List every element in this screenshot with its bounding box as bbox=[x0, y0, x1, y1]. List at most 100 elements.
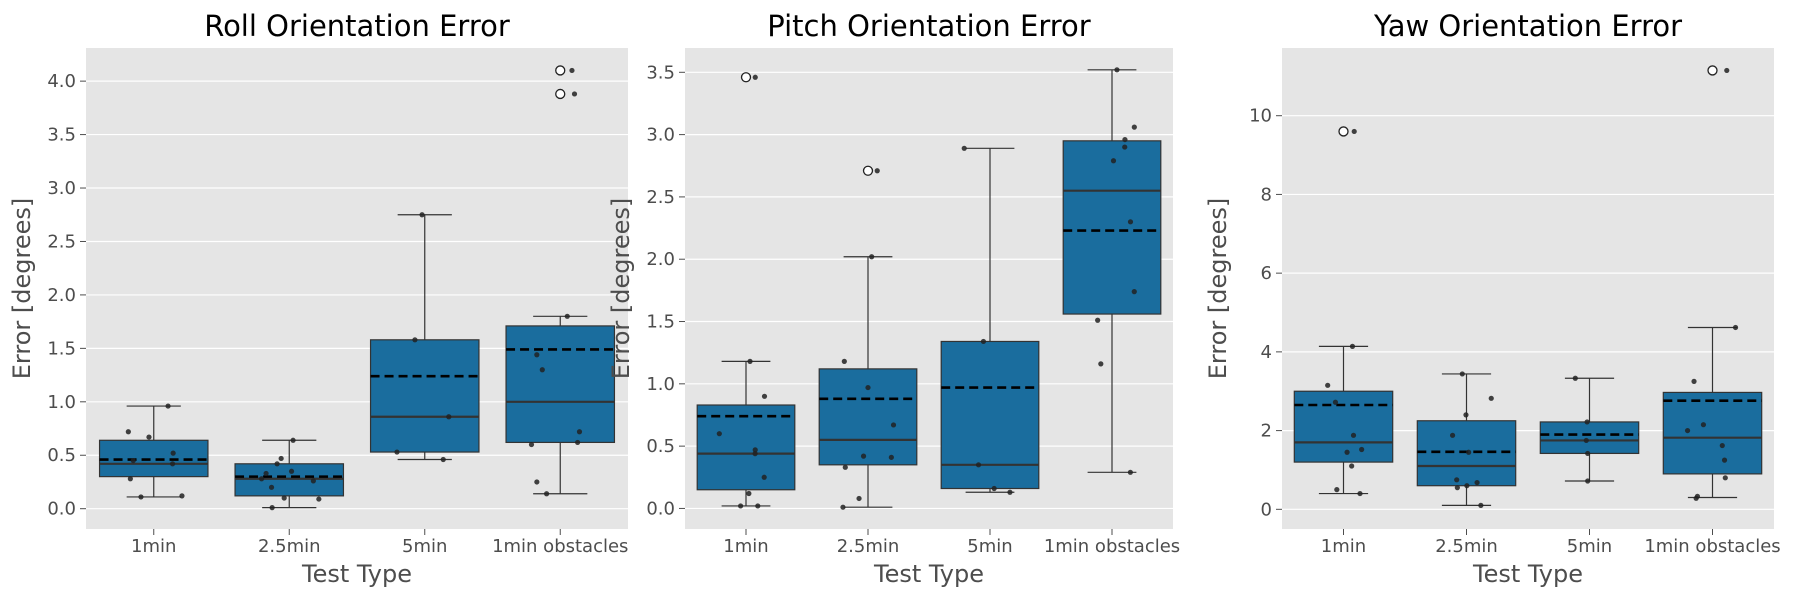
data-point bbox=[752, 447, 758, 453]
data-point bbox=[274, 461, 280, 467]
data-point bbox=[888, 454, 894, 460]
data-point bbox=[1131, 124, 1137, 130]
data-point bbox=[278, 455, 284, 462]
data-point bbox=[1122, 144, 1128, 150]
chart-panel-3: 0 2 4 6 8 10 1min 2.5min 5min 1min obstacles Yaw O… bbox=[1204, 9, 1781, 588]
box-1 bbox=[696, 72, 796, 509]
data-point bbox=[1721, 457, 1728, 463]
box-4 bbox=[1662, 65, 1763, 501]
y-axis-label: Error [degrees] bbox=[1204, 198, 1232, 379]
data-point bbox=[842, 464, 848, 470]
data-point bbox=[534, 479, 540, 485]
data-point bbox=[747, 358, 753, 364]
y-tick-label: 10 bbox=[1249, 106, 1272, 127]
data-point bbox=[874, 168, 880, 174]
data-point bbox=[269, 505, 275, 511]
x-axis-label: Test Type bbox=[873, 560, 984, 588]
data-point bbox=[576, 429, 583, 435]
data-point bbox=[1351, 128, 1357, 135]
data-point bbox=[263, 470, 269, 477]
x-axis-label: Test Type bbox=[1472, 560, 1583, 588]
data-point bbox=[761, 393, 768, 399]
chart-panel-1: 0.0 0.5 1.0 1.5 2.0 2.5 3.0 3.5 4.0 1min 2.5min 5mi… bbox=[8, 9, 628, 588]
data-point bbox=[288, 468, 295, 474]
box-3 bbox=[369, 212, 480, 463]
box-1 bbox=[1293, 126, 1394, 497]
box-body bbox=[1062, 140, 1162, 315]
data-point bbox=[281, 495, 287, 501]
box-4 bbox=[1062, 67, 1162, 475]
data-point bbox=[1700, 422, 1707, 428]
chart-panel-2: 0.0 0.5 1.0 1.5 2.0 2.5 3.0 3.5 1min 2.5min 5min 1m… bbox=[607, 9, 1180, 588]
x-tick-label: 1min obstacles bbox=[1044, 536, 1180, 557]
y-tick-label: 3.0 bbox=[646, 125, 675, 146]
x-tick-label: 2.5min bbox=[837, 536, 900, 557]
data-point bbox=[1459, 371, 1465, 377]
box-3 bbox=[940, 145, 1040, 495]
data-point bbox=[1449, 432, 1456, 438]
data-point bbox=[125, 429, 131, 435]
data-point bbox=[440, 456, 446, 463]
data-point bbox=[528, 441, 535, 448]
y-tick-label: 2.0 bbox=[47, 285, 76, 306]
data-point bbox=[1325, 382, 1331, 388]
data-point bbox=[316, 496, 322, 502]
data-point bbox=[564, 313, 570, 319]
x-tick-label: 1min obstacles bbox=[1644, 536, 1780, 557]
data-point bbox=[534, 352, 540, 358]
data-point bbox=[1127, 469, 1133, 475]
box-1 bbox=[98, 403, 209, 500]
data-point bbox=[869, 254, 875, 260]
x-tick-label: 5min bbox=[967, 536, 1012, 557]
data-point bbox=[310, 478, 316, 484]
y-tick-label: 0.0 bbox=[47, 499, 76, 520]
data-point bbox=[1359, 446, 1365, 453]
chart-title: Pitch Orientation Error bbox=[767, 9, 1091, 43]
x-tick-label: 1min obstacles bbox=[492, 536, 628, 557]
y-tick-label: 1.0 bbox=[646, 374, 675, 395]
data-point bbox=[1344, 449, 1350, 455]
outlier-marker bbox=[862, 165, 874, 176]
data-point bbox=[1724, 67, 1730, 74]
x-axis-label: Test Type bbox=[301, 560, 412, 588]
y-tick-label: 1.5 bbox=[646, 312, 675, 333]
data-point bbox=[865, 384, 871, 391]
data-point bbox=[571, 91, 578, 97]
data-point bbox=[761, 474, 767, 480]
data-point bbox=[1585, 478, 1591, 484]
data-point bbox=[1114, 67, 1120, 73]
data-point bbox=[169, 461, 176, 467]
y-tick-label: 4 bbox=[1261, 342, 1272, 363]
outlier-marker bbox=[555, 88, 566, 100]
data-point bbox=[975, 462, 982, 468]
data-point bbox=[539, 367, 545, 373]
outlier-marker bbox=[555, 65, 566, 76]
data-point bbox=[412, 337, 418, 343]
data-point bbox=[1585, 450, 1591, 457]
data-point bbox=[755, 503, 761, 509]
outlier-marker bbox=[1338, 126, 1349, 137]
data-point bbox=[1684, 427, 1691, 434]
y-tick-label: 1.0 bbox=[47, 392, 76, 413]
box-body bbox=[1662, 391, 1763, 475]
data-point bbox=[991, 485, 997, 492]
data-point bbox=[543, 491, 550, 497]
x-tick-label: 1min bbox=[131, 536, 176, 557]
box-2 bbox=[1416, 371, 1517, 508]
data-point bbox=[1454, 485, 1460, 491]
box-body bbox=[505, 325, 616, 444]
y-tick-label: 0.5 bbox=[646, 436, 675, 457]
y-tick-label: 8 bbox=[1261, 184, 1272, 205]
data-point bbox=[1110, 158, 1117, 164]
x-tick-label: 2.5min bbox=[1435, 536, 1498, 557]
x-tick-label: 5min bbox=[402, 536, 447, 557]
box-body bbox=[696, 404, 796, 491]
box-2 bbox=[818, 165, 918, 510]
data-point bbox=[716, 431, 722, 437]
data-point bbox=[127, 476, 133, 482]
y-tick-label: 2.0 bbox=[646, 249, 675, 270]
box-4 bbox=[505, 65, 616, 497]
data-point bbox=[1584, 419, 1590, 425]
chart-title: Roll Orientation Error bbox=[204, 9, 510, 43]
